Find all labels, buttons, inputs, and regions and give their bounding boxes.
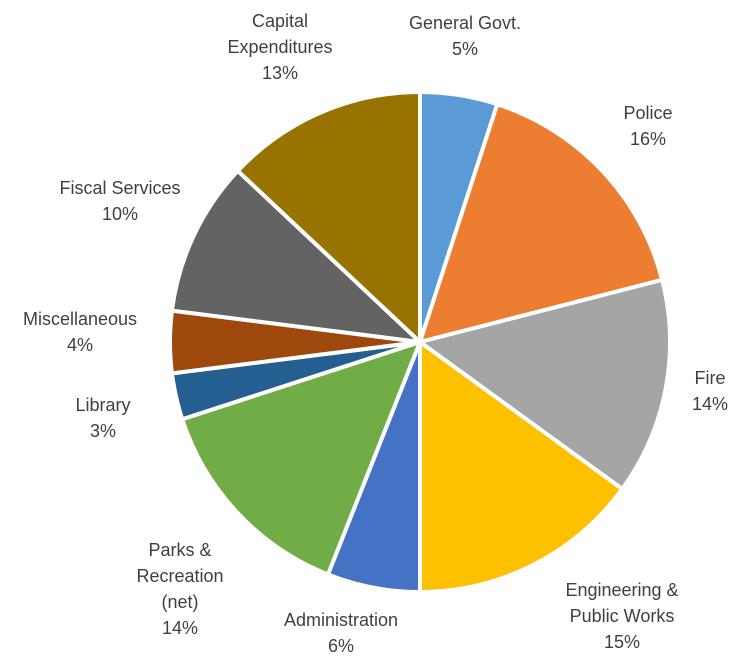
slice-label-0: General Govt. 5% [409,10,521,62]
pie-slices [168,90,672,594]
slice-label-line: Parks & [148,540,212,560]
slice-label-line: Police [623,103,673,123]
slice-label-line: Public Works [569,606,675,626]
slice-label-line: Expenditures [227,37,333,57]
pie-slice-2 [418,277,672,491]
slice-percent: 14% [161,618,199,638]
slice-label-line: Recreation [136,566,224,586]
slice-percent: 6% [327,636,355,656]
slice-label-line: Fire [694,368,726,388]
slice-label-line: Library [75,395,131,415]
slice-percent: 13% [261,63,299,83]
slice-label-7: Miscellaneous 4% [23,306,137,358]
slice-label-line: Miscellaneous [22,309,138,329]
slice-label-8: Fiscal Services 10% [59,175,180,227]
pie-slice-1 [418,102,665,344]
slice-percent: 14% [691,394,729,414]
slice-percent: 15% [603,632,641,652]
pie-slice-3 [418,340,625,594]
slice-percent: 16% [629,129,667,149]
pie-slice-9 [235,90,422,344]
slice-percent: 4% [66,335,93,355]
slice-percent: 5% [451,39,478,59]
slice-label-5: Parks & Recreation (net) 14% [136,537,223,641]
slice-percent: 3% [89,421,116,441]
slice-label-line: General Govt. [408,13,522,33]
slice-label-3: Engineering & Public Works 15% [565,577,678,655]
slice-label-2: Fire 14% [692,365,728,417]
slice-label-line: Fiscal Services [59,178,181,198]
slice-label-4: Administration 6% [284,607,398,659]
slice-label-9: Capital Expenditures 13% [227,8,332,86]
pie-slice-8 [169,168,422,344]
slice-label-line: Administration [283,610,399,630]
slice-label-6: Library 3% [75,392,130,444]
slice-label-1: Police 16% [623,100,672,152]
slice-label-line: Engineering & [565,580,679,600]
slice-percent: 10% [101,204,139,224]
slice-label-line: (net) [161,592,199,612]
slice-label-line: Capital [251,11,309,31]
